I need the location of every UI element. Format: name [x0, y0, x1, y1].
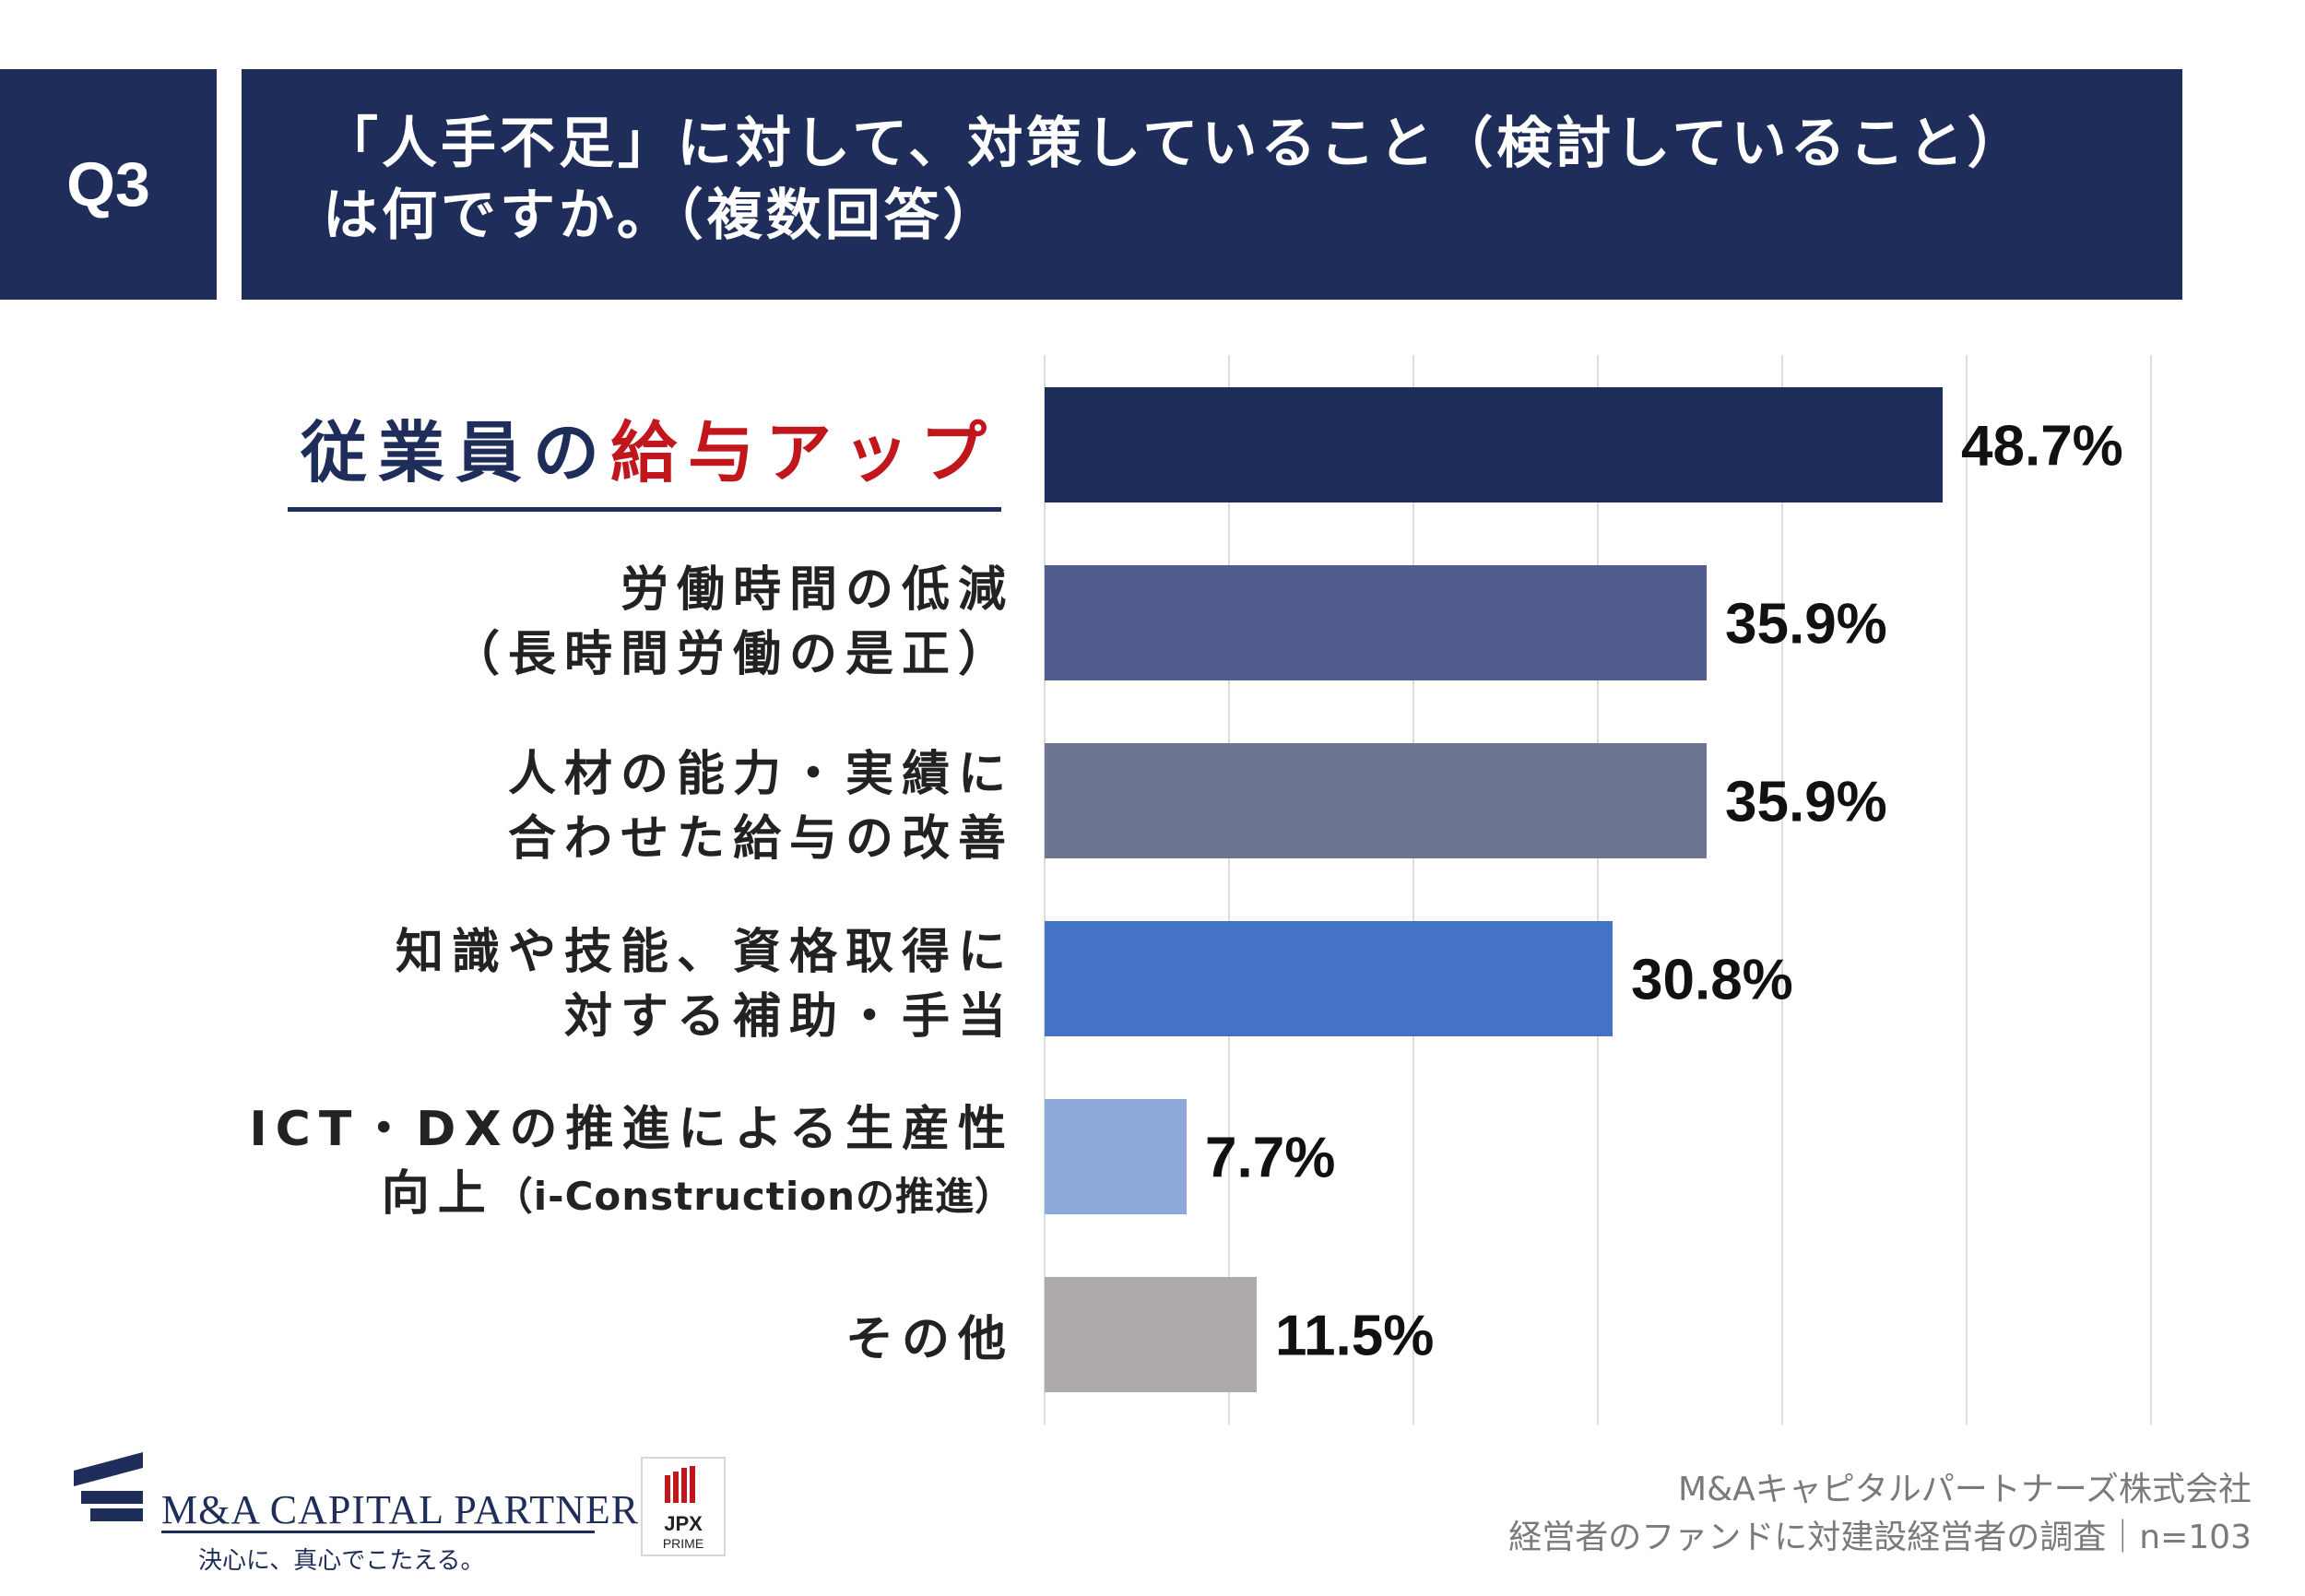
jpx-text: JPX — [664, 1512, 703, 1535]
value-label: 11.5% — [1275, 1305, 1434, 1368]
question-number: Q3 — [0, 69, 217, 300]
category-label-performance-pay: 人材の能力・実績に 合わせた給与の改善 — [508, 742, 1014, 871]
bar — [1045, 565, 1707, 680]
company-logo-text: M&A CAPITAL PARTNERS — [161, 1487, 663, 1532]
logo-underline — [161, 1531, 595, 1533]
value-labels: 48.7% 35.9% 35.9% 30.8% 7.7% 11.5% — [1205, 415, 2123, 1368]
question-title-line-2: は何ですか。（複数回答） — [323, 183, 1002, 248]
category-label-line: ICT・DXの推進による生産性 — [249, 1102, 1014, 1157]
value-label: 35.9% — [1725, 593, 1887, 656]
category-label-part: 向上 — [381, 1166, 494, 1222]
category-label-line: 知識や技能、資格取得に — [395, 925, 1014, 980]
source-note: M&Aキャピタルパートナーズ株式会社 経営者のファンドに対建設経営者の調査｜n=… — [1508, 1466, 2252, 1562]
value-label: 7.7% — [1205, 1127, 1335, 1190]
category-label-qualification-allowance: 知識や技能、資格取得に 対する補助・手当 — [396, 920, 1014, 1049]
company-name: M&Aキャピタルパートナーズ株式会社 — [1678, 1471, 2252, 1508]
highlight-label-part-1: 従業員の — [300, 414, 610, 491]
category-label-other: その他 — [845, 1307, 1014, 1372]
bars — [1045, 387, 1943, 1392]
category-label-line: 向上（i-Constructionの推進） — [249, 1162, 1014, 1229]
category-label-line: 人材の能力・実績に — [507, 747, 1014, 802]
prime-text: PRIME — [662, 1536, 704, 1551]
value-label: 35.9% — [1725, 771, 1887, 834]
bar — [1045, 1099, 1187, 1214]
value-label: 30.8% — [1631, 949, 1793, 1012]
company-logo-icon — [74, 1452, 143, 1521]
category-label-line: 労働時間の低減 — [620, 562, 1014, 618]
survey-info: 経営者のファンドに対建設経営者の調査｜n=103 — [1508, 1519, 2252, 1556]
bar — [1045, 1277, 1257, 1392]
category-label-line: 合わせた給与の改善 — [507, 811, 1014, 867]
bar — [1045, 743, 1707, 858]
jpx-stripes-icon — [665, 1466, 695, 1503]
bar — [1045, 921, 1613, 1036]
highlight-underline — [288, 507, 1001, 512]
category-label-line: その他 — [845, 1312, 1014, 1367]
bar — [1045, 387, 1943, 502]
category-label-line: （長時間労働の是正） — [451, 627, 1014, 682]
category-label-salary-increase: 従業員の給与アップ — [301, 398, 998, 495]
category-label-ict-dx: ICT・DXの推進による生産性 向上（i-Constructionの推進） — [249, 1097, 1014, 1229]
category-label-part: （i-Constructionの推進） — [493, 1174, 1014, 1219]
category-label-line: 対する補助・手当 — [563, 989, 1014, 1045]
question-title: 「人手不足」に対して、対策していること（検討していること） は何ですか。（複数回… — [242, 69, 2182, 300]
question-title-line-1: 「人手不足」に対して、対策していること（検討していること） — [323, 112, 2027, 176]
value-label: 48.7% — [1961, 415, 2123, 479]
highlight-label-part-2: 給与アップ — [609, 414, 998, 491]
gridlines — [1044, 355, 2152, 1425]
company-tagline: 決心に、真心でこたえる。 — [198, 1547, 485, 1575]
category-label-working-hours: 労働時間の低減 （長時間労働の是正） — [452, 558, 1014, 687]
jpx-prime-badge: JPX PRIME — [641, 1457, 726, 1556]
